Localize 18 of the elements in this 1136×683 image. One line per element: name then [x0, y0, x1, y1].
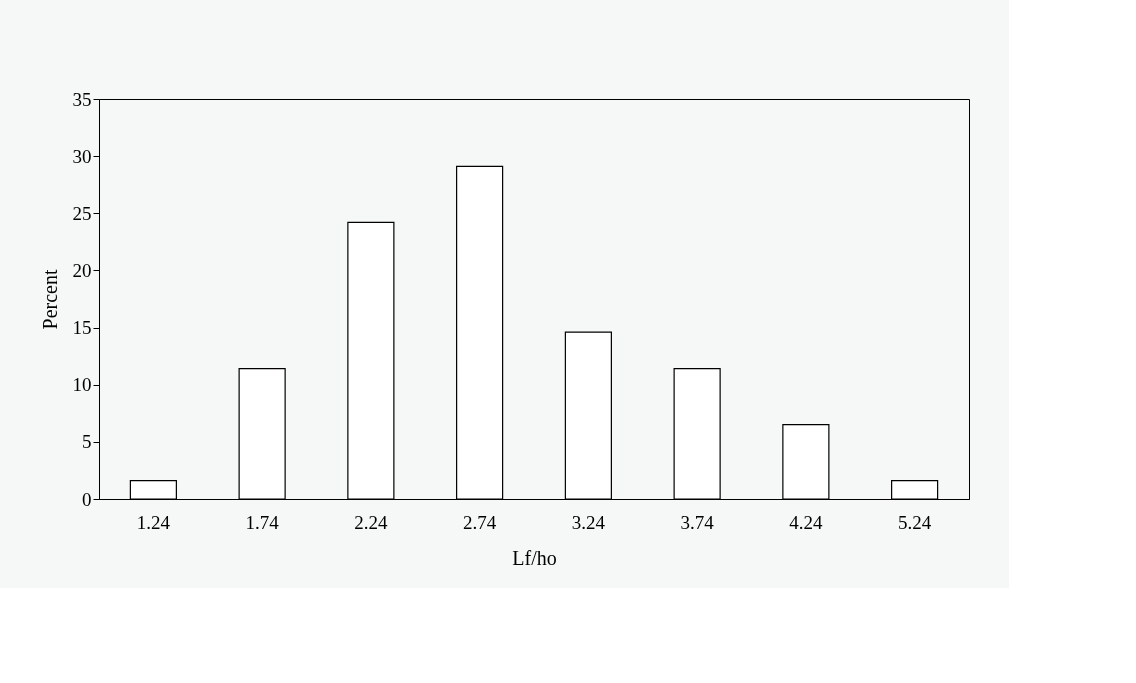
x-tick-label: 5.24: [898, 511, 932, 533]
x-tick-label: 2.74: [463, 511, 497, 533]
y-tick-label: 10: [72, 374, 92, 396]
y-tick-label: 25: [72, 202, 92, 224]
y-axis-title: Percent: [38, 269, 61, 330]
x-tick-label: 4.24: [789, 511, 823, 533]
y-tick-label: 20: [72, 259, 92, 281]
x-tick-label: 1.24: [136, 511, 171, 533]
x-tick-label: 3.24: [571, 511, 606, 533]
x-tick-label: 2.24: [354, 511, 388, 533]
y-tick-label: 0: [82, 488, 92, 510]
y-tick-label: 5: [82, 431, 92, 453]
y-tick-label: 30: [72, 145, 92, 167]
x-tick-label: 3.74: [680, 511, 715, 533]
y-tick-label: 35: [72, 88, 92, 110]
x-tick-label: 1.74: [245, 511, 280, 533]
y-tick-label: 15: [72, 317, 92, 339]
x-axis-title: Lf/ho: [512, 546, 557, 569]
